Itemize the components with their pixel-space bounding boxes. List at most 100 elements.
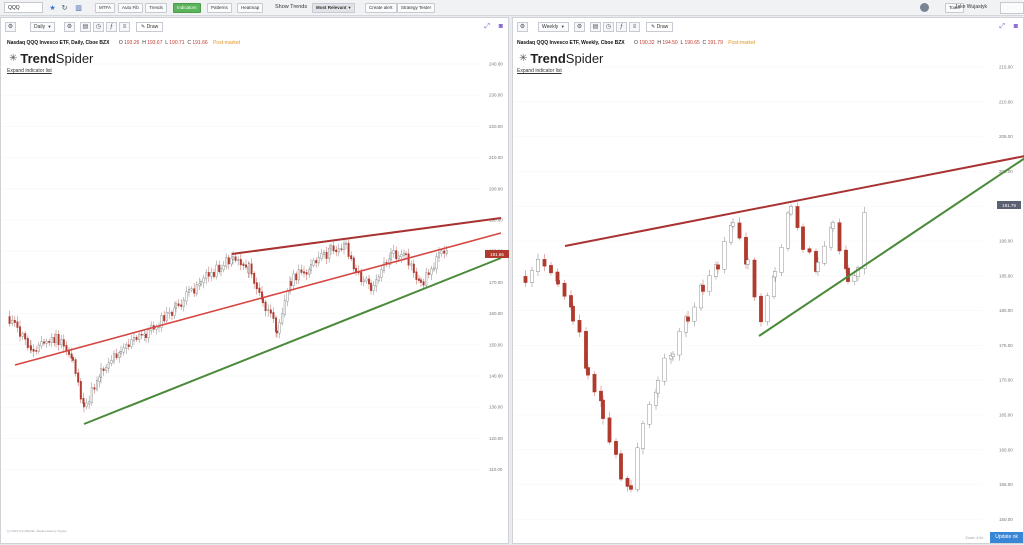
indicators-button[interactable]: Indicators bbox=[173, 3, 201, 13]
candle-body bbox=[65, 345, 68, 351]
auto-fib-button[interactable]: Auto Fib bbox=[118, 3, 143, 13]
candle-body bbox=[140, 334, 143, 336]
candle-body bbox=[113, 353, 115, 362]
clock-icon[interactable]: ◷ bbox=[603, 22, 614, 32]
candle-body bbox=[248, 263, 250, 274]
user-name[interactable]: Jake Wujastyk bbox=[954, 4, 987, 10]
candle-body bbox=[397, 255, 400, 260]
camera-icon[interactable]: ◙ bbox=[498, 23, 503, 30]
strategy-tester-button[interactable]: Strategy Tester bbox=[397, 3, 436, 13]
bars-icon[interactable]: ≡ bbox=[119, 22, 130, 32]
y-tick-label: 220.00 bbox=[489, 124, 503, 129]
daily-chart-toolbar: ⚙ Daily ▼ ⚙ ▤ ◷ ƒ ≡ ✎ Draw ⤢ ◙ bbox=[1, 18, 508, 36]
candle-body bbox=[74, 359, 77, 374]
candle-body bbox=[79, 381, 82, 400]
expand-indicator-link[interactable]: Expand indicator list bbox=[517, 68, 562, 74]
candle-body bbox=[227, 257, 230, 265]
candle-body bbox=[729, 225, 733, 243]
candle-body bbox=[90, 387, 93, 403]
chart-type-icon[interactable]: ⚙ bbox=[5, 22, 16, 32]
weekly-price-chart[interactable]: 215.00210.00205.00200.00195.00190.00185.… bbox=[513, 18, 1024, 545]
candle-body bbox=[365, 278, 368, 282]
avatar[interactable] bbox=[920, 3, 929, 12]
candle-body bbox=[37, 344, 40, 352]
candle-body bbox=[200, 281, 202, 285]
high-value: 194.50 bbox=[662, 40, 678, 46]
support-trendline bbox=[758, 157, 1024, 337]
candle-body bbox=[433, 267, 435, 270]
candle-body bbox=[571, 305, 575, 322]
chart-title-line: Nasdaq QQQ Invesco ETF, Daily, Cboe BZX … bbox=[7, 40, 240, 46]
draw-button[interactable]: ✎ Draw bbox=[646, 22, 674, 32]
candle-body bbox=[345, 242, 347, 245]
candle-body bbox=[55, 334, 57, 343]
candle-body bbox=[120, 350, 122, 354]
star-icon[interactable]: ★ bbox=[49, 4, 56, 12]
fx-icon[interactable]: ƒ bbox=[616, 22, 627, 32]
daily-price-chart[interactable]: 240.00230.00220.00210.00200.00190.00180.… bbox=[1, 18, 510, 545]
candle-body bbox=[308, 269, 311, 275]
logo-word-b: Spider bbox=[565, 51, 604, 66]
candle-body bbox=[837, 222, 842, 252]
trendspider-logo: ✳ Trend Spider bbox=[519, 51, 603, 66]
candle-body bbox=[276, 330, 278, 334]
camera-icon[interactable]: ◙ bbox=[1013, 23, 1018, 30]
candle-body bbox=[133, 337, 135, 341]
symbol-input[interactable]: QQQ bbox=[4, 2, 43, 13]
candle-body bbox=[801, 226, 805, 250]
interval-select[interactable]: Weekly ▼ bbox=[538, 22, 569, 32]
chart-type-icon[interactable]: ⚙ bbox=[517, 22, 528, 32]
refresh-icon[interactable]: ↻ bbox=[61, 4, 68, 12]
expand-indicator-link[interactable]: Expand indicator list bbox=[7, 68, 52, 74]
candle-body bbox=[96, 380, 98, 390]
expand-icon[interactable]: ⤢ bbox=[999, 23, 1005, 30]
candle-body bbox=[400, 254, 403, 258]
low-value: 190.71 bbox=[169, 40, 185, 46]
fx-icon[interactable]: ƒ bbox=[106, 22, 117, 32]
candle-body bbox=[614, 441, 618, 455]
most-relevant-dropdown[interactable]: Most Relevant▼ bbox=[312, 3, 356, 13]
y-tick-label: 165.00 bbox=[999, 413, 1013, 418]
candle-body bbox=[542, 259, 547, 267]
candle-body bbox=[53, 337, 56, 343]
clock-icon[interactable]: ◷ bbox=[93, 22, 104, 32]
resistance-trendline bbox=[231, 217, 502, 255]
candle-body bbox=[269, 309, 272, 314]
zoom-label: Zoom: 4.0x bbox=[965, 536, 983, 540]
heatmap-button[interactable]: Heatmap bbox=[237, 3, 264, 13]
y-tick-label: 230.00 bbox=[489, 93, 503, 98]
candle-body bbox=[70, 353, 73, 359]
update-button[interactable]: Update ok bbox=[990, 532, 1023, 543]
candle-body bbox=[205, 272, 208, 280]
interval-select[interactable]: Daily ▼ bbox=[30, 22, 56, 32]
y-tick-label: 215.00 bbox=[999, 65, 1013, 70]
mtfa-button[interactable]: MTFA bbox=[95, 3, 115, 13]
candle-body bbox=[323, 251, 325, 255]
show-trends-label[interactable]: Show Trends bbox=[275, 4, 308, 10]
y-tick-label: 110.00 bbox=[489, 467, 503, 472]
candle-body bbox=[315, 260, 318, 264]
candle-body bbox=[193, 288, 196, 294]
candle-body bbox=[601, 399, 605, 419]
candle-body bbox=[272, 312, 275, 319]
patterns-button[interactable]: Patterns bbox=[207, 3, 232, 13]
tools-button[interactable]: Tools bbox=[945, 3, 964, 13]
bars-icon[interactable]: ≡ bbox=[629, 22, 640, 32]
candle-body bbox=[862, 212, 867, 269]
candle-body bbox=[435, 256, 438, 270]
help-button[interactable] bbox=[1000, 2, 1024, 14]
candle-body bbox=[180, 304, 183, 307]
create-alert-button[interactable]: Create alert bbox=[365, 3, 397, 13]
candle-body bbox=[135, 337, 138, 340]
draw-button[interactable]: ✎ Draw bbox=[136, 22, 164, 32]
layout-icon[interactable]: ▥ bbox=[75, 4, 82, 12]
settings-icon[interactable]: ⚙ bbox=[574, 22, 585, 32]
expand-icon[interactable]: ⤢ bbox=[484, 23, 490, 30]
trends-button[interactable]: Trends bbox=[145, 3, 167, 13]
candle-body bbox=[258, 287, 261, 293]
compare-icon[interactable]: ▤ bbox=[80, 22, 91, 32]
compare-icon[interactable]: ▤ bbox=[590, 22, 601, 32]
candle-body bbox=[619, 453, 623, 480]
settings-icon[interactable]: ⚙ bbox=[64, 22, 75, 32]
candle-body bbox=[368, 278, 370, 285]
